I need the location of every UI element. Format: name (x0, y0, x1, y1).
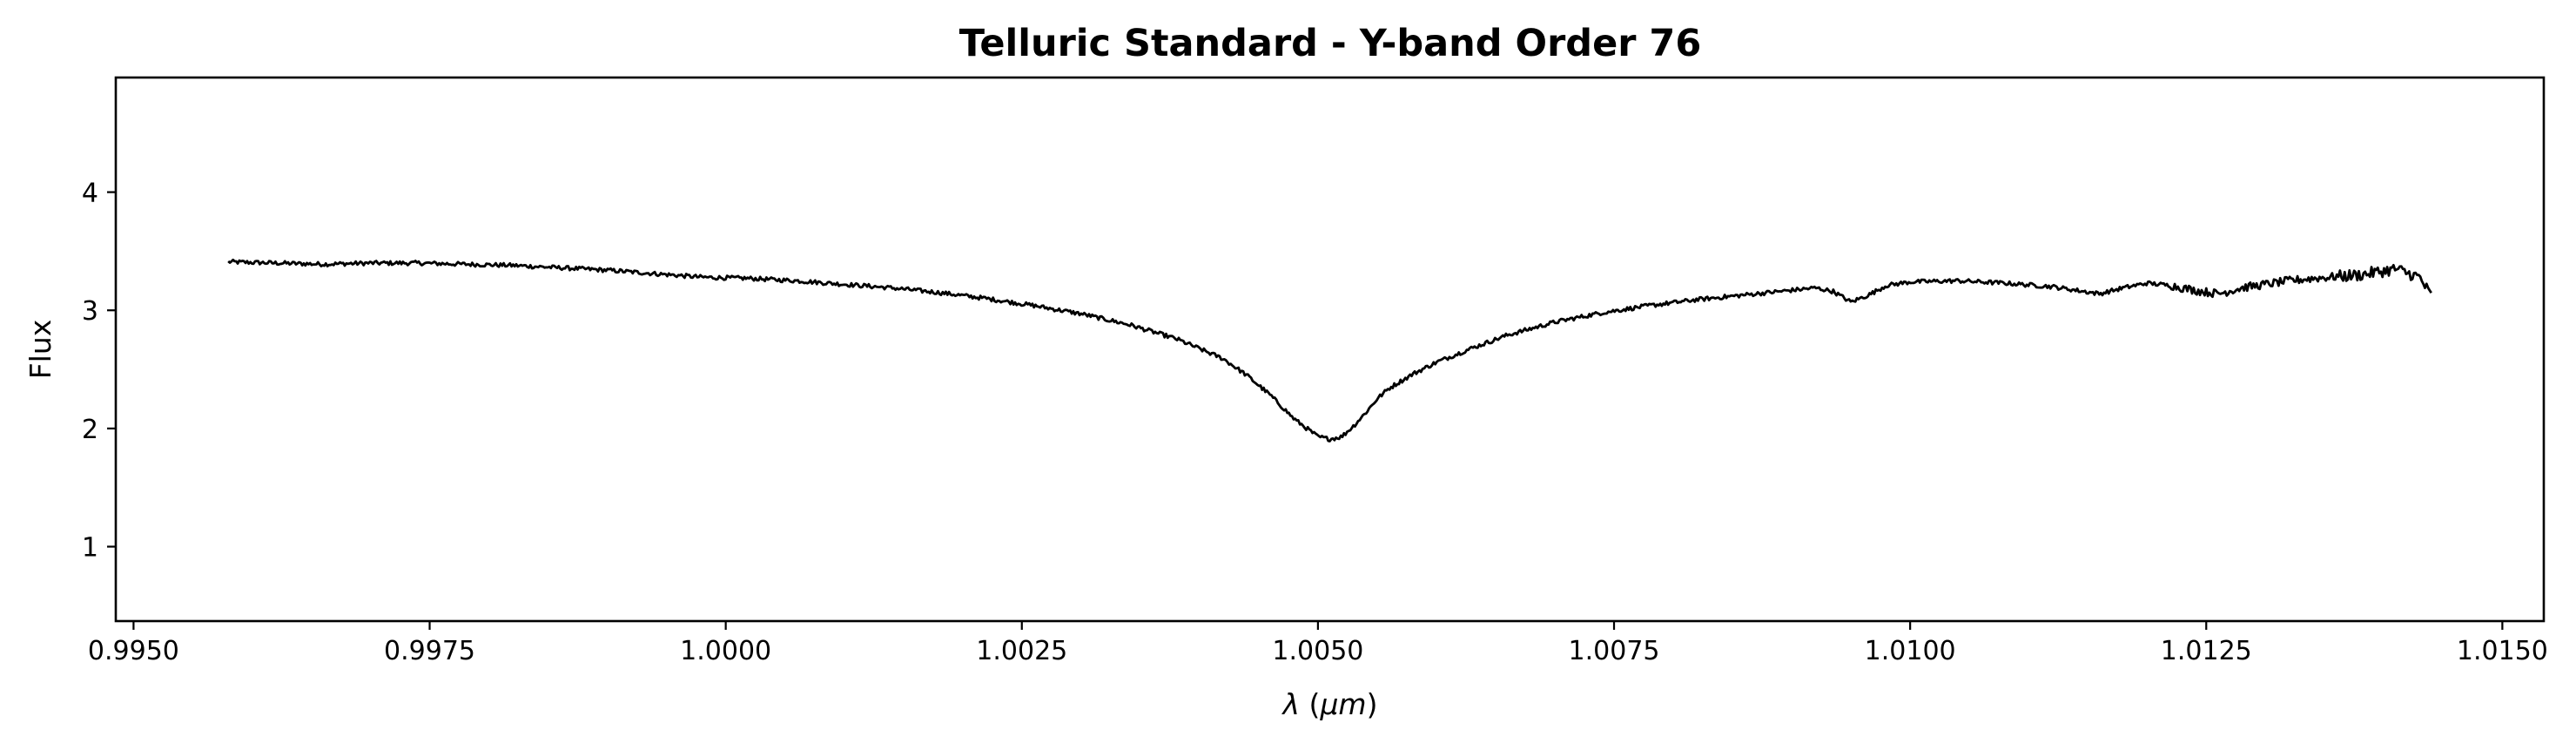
x-tick-label: 1.0125 (2161, 636, 2252, 666)
x-tick-label: 0.9975 (384, 636, 475, 666)
x-tick-label: 1.0100 (1865, 636, 1956, 666)
y-tick-label: 4 (82, 179, 98, 209)
x-axis-label: λ (μm) (1281, 687, 1378, 721)
x-tick-label: 1.0025 (976, 636, 1067, 666)
axes-frame (114, 76, 2546, 623)
plot-area (114, 76, 2546, 623)
y-axis-label: Flux (24, 320, 57, 380)
y-axis: 1 2 3 4 (82, 179, 116, 564)
x-tick-label: 1.0050 (1272, 636, 1363, 666)
chart-title: Telluric Standard - Y-band Order 76 (959, 22, 1702, 65)
x-tick-label: 1.0000 (680, 636, 771, 666)
y-tick-label: 2 (82, 415, 98, 445)
y-tick-label: 1 (82, 533, 98, 564)
x-tick-label: 1.0150 (2457, 636, 2548, 666)
x-axis: 0.9950 0.9975 1.0000 1.0025 1.0050 1.0075 1.01… (88, 621, 2548, 666)
x-tick-label: 0.9950 (88, 636, 179, 666)
y-tick-label: 3 (82, 296, 98, 327)
series-line (227, 258, 2432, 443)
x-tick-label: 1.0075 (1569, 636, 1660, 666)
